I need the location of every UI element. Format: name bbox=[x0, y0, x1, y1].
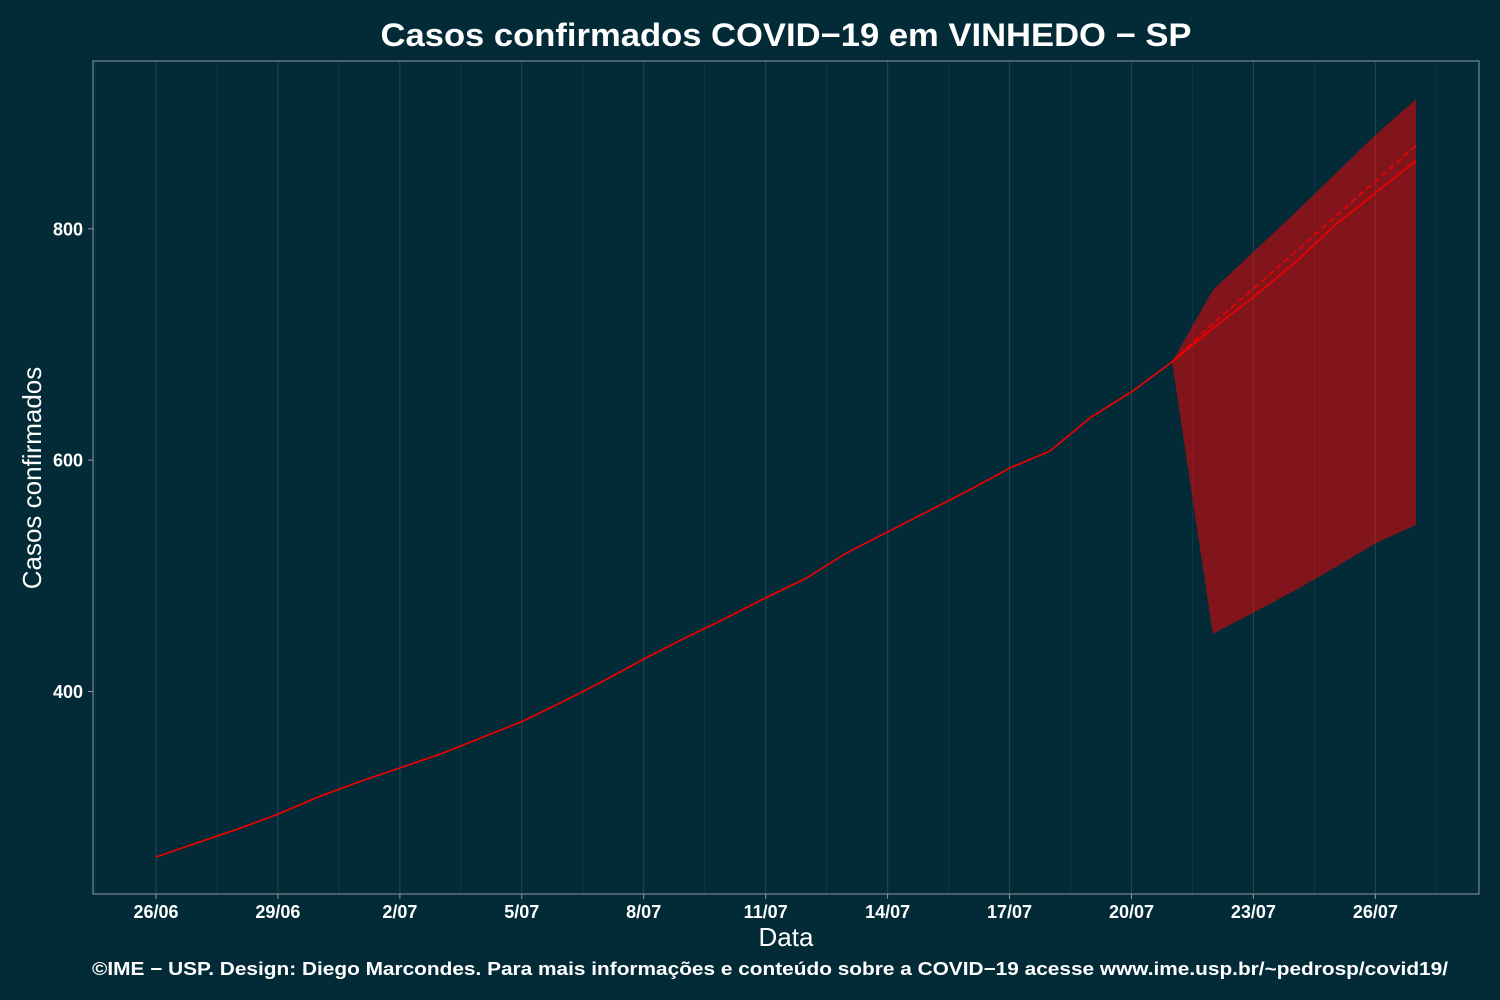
prediction-band-layer bbox=[1172, 99, 1416, 634]
panel-border bbox=[92, 60, 1480, 895]
y-tick-label: 800 bbox=[53, 219, 83, 239]
x-tick-label: 14/07 bbox=[865, 902, 910, 922]
x-tick-label: 11/07 bbox=[744, 902, 788, 922]
x-tick-label: 5/07 bbox=[504, 902, 539, 922]
x-tick-label: 2/07 bbox=[382, 902, 417, 922]
confirmed-cases-line bbox=[155, 159, 1417, 858]
prediction-interval-band bbox=[1172, 99, 1416, 634]
x-tick-label: 23/07 bbox=[1231, 902, 1276, 922]
chart-title: Casos confirmados COVID−19 em VINHEDO − … bbox=[381, 17, 1192, 53]
x-tick-label: 26/07 bbox=[1353, 902, 1398, 922]
y-axis: 400 600 800 bbox=[53, 219, 93, 702]
x-axis-title: Data bbox=[759, 922, 814, 952]
x-tick-label: 26/06 bbox=[133, 902, 178, 922]
x-tick-label: 29/06 bbox=[255, 902, 300, 922]
y-tick-label: 600 bbox=[53, 451, 83, 471]
x-tick-label: 20/07 bbox=[1109, 902, 1154, 922]
caption: ©IME − USP. Design: Diego Marcondes. Par… bbox=[92, 959, 1448, 979]
y-axis-title: Casos confirmados bbox=[17, 367, 47, 590]
x-tick-label: 17/07 bbox=[987, 902, 1032, 922]
x-axis: 26/06 29/06 2/07 5/07 8/07 11/07 14/07 17/07 20/… bbox=[133, 894, 1398, 922]
predicted-cases-line bbox=[1171, 144, 1417, 363]
x-tick-label: 8/07 bbox=[626, 902, 661, 922]
series-lines bbox=[155, 144, 1417, 858]
y-tick-label: 400 bbox=[53, 682, 83, 702]
